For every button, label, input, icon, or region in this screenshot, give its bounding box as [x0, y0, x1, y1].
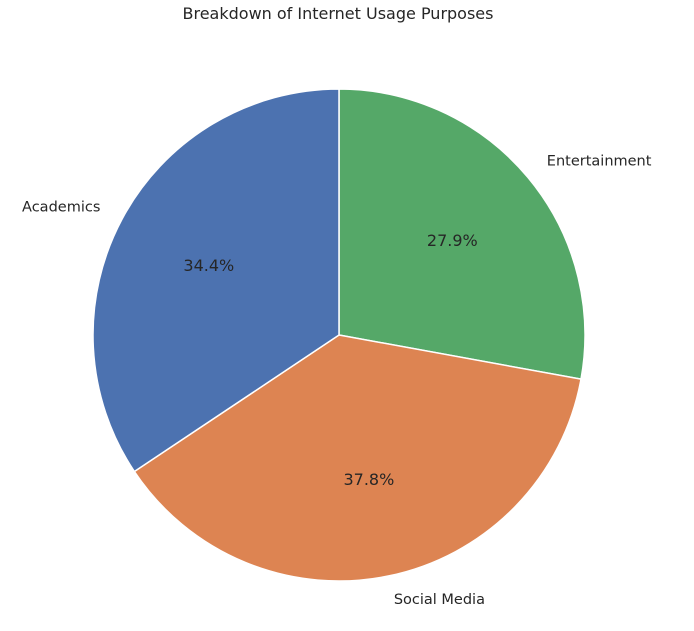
slice-label-social-media: Social Media — [394, 592, 485, 608]
pie-slice-social-media — [133, 334, 582, 582]
chart-title: Breakdown of Internet Usage Purposes — [183, 4, 494, 23]
pie-slice-entertainment — [338, 88, 586, 380]
pie-slice-academics — [92, 88, 340, 473]
percent-label-social-media: 37.8% — [343, 470, 394, 489]
percent-label-academics: 34.4% — [183, 256, 234, 275]
slice-label-entertainment: Entertainment — [547, 154, 652, 170]
pie-labels: Entertainment 27.9% Social Media 37.8% Acade… — [22, 154, 652, 608]
percent-label-entertainment: 27.9% — [427, 231, 478, 250]
pie-slices — [92, 88, 586, 582]
slice-label-academics: Academics — [22, 199, 100, 215]
